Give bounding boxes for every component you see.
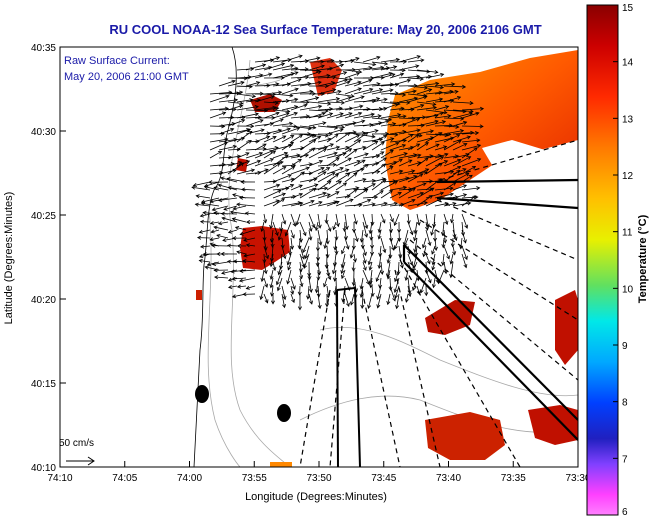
colorbar-tick-label: 14 <box>622 58 634 69</box>
colorbar-tick-label: 12 <box>622 171 634 182</box>
current-legend-time: May 20, 2006 21:00 GMT <box>64 71 189 83</box>
colorbar-label: Temperature (°C) <box>637 214 649 303</box>
x-axis: 74:10 74:05 74:00 73:55 73:50 73:45 73:40 73:35… <box>47 461 591 484</box>
x-tick-label: 73:30 <box>565 473 590 484</box>
colorbar-ticks: 15 14 13 12 11 10 9 8 7 6 <box>613 3 634 518</box>
current-legend-label: Raw Surface Current: <box>64 55 170 67</box>
colorbar-tick-label: 7 <box>622 454 628 465</box>
colorbar-tick-label: 6 <box>622 507 628 518</box>
y-tick-label: 40:35 <box>31 43 56 54</box>
y-axis-label: Latitude (Degrees:Minutes) <box>3 192 15 325</box>
page-title: RU COOL NOAA-12 Sea Surface Temperature:… <box>109 22 542 37</box>
x-axis-label: Longitude (Degrees:Minutes) <box>245 491 387 503</box>
current-vectors <box>191 54 485 311</box>
x-tick-label: 74:10 <box>47 473 72 484</box>
colorbar-tick-label: 8 <box>622 398 628 409</box>
scale-arrow <box>66 456 95 466</box>
scale-label: 50 cm/s <box>59 438 94 449</box>
x-tick-label: 73:40 <box>436 473 461 484</box>
x-tick-label: 73:35 <box>501 473 526 484</box>
colorbar-tick-label: 10 <box>622 284 634 295</box>
x-tick-label: 74:00 <box>177 473 202 484</box>
y-tick-label: 40:10 <box>31 463 56 474</box>
colorbar-tick-label: 11 <box>622 228 633 239</box>
y-tick-label: 40:30 <box>31 127 56 138</box>
colorbar-tick-label: 13 <box>622 114 634 125</box>
y-axis: 40:35 40:30 40:25 40:20 40:15 40:10 <box>31 43 66 474</box>
colorbar <box>586 4 619 516</box>
radar-site-marker <box>195 385 209 403</box>
y-tick-label: 40:20 <box>31 295 56 306</box>
colorbar-tick-label: 15 <box>622 3 634 14</box>
x-tick-label: 73:55 <box>242 473 267 484</box>
x-tick-label: 73:50 <box>306 473 331 484</box>
x-tick-label: 73:45 <box>371 473 396 484</box>
radar-site-marker <box>277 404 291 422</box>
y-tick-label: 40:15 <box>31 379 56 390</box>
transect-lines <box>299 139 578 467</box>
y-tick-label: 40:25 <box>31 211 56 222</box>
map-plot-area <box>60 47 578 467</box>
colorbar-tick-label: 9 <box>622 341 628 352</box>
x-tick-label: 74:05 <box>112 473 137 484</box>
